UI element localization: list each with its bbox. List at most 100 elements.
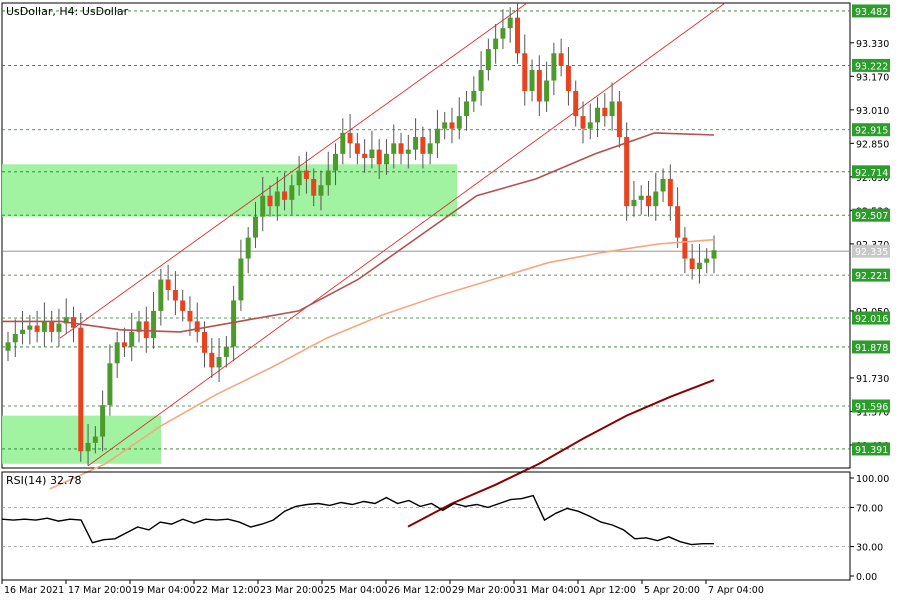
ma-mid-line: [49, 238, 715, 490]
rsi-indicator-pane: [1, 471, 851, 581]
date-tick-label: 25 Mar 04:00: [324, 585, 387, 596]
candle-bear: [209, 352, 215, 368]
current-price-label-bg: [852, 244, 890, 258]
axes-layer: 93.33093.17093.01092.85092.69092.53092.3…: [1, 4, 890, 596]
level-label: 92.221: [855, 271, 888, 282]
candle-bull: [158, 279, 164, 311]
candle-bull: [507, 17, 513, 29]
level-label: 93.482: [855, 7, 888, 18]
rsi-tick-label: 100.00: [856, 474, 889, 485]
price-tick-label: 93.170: [856, 72, 889, 83]
candle-bear: [602, 107, 608, 117]
candle-bear: [303, 170, 309, 179]
level-label-bg: [852, 311, 890, 325]
candle-bull: [551, 53, 557, 81]
level-label: 91.391: [855, 445, 888, 456]
candle-bear: [667, 178, 673, 207]
candle-bear: [536, 70, 542, 102]
candle-bull: [471, 90, 477, 102]
level-label-bg: [852, 208, 890, 222]
main-pane-border: [1, 2, 851, 469]
level-label: 92.507: [855, 211, 888, 222]
candle-bear: [121, 342, 127, 347]
candle-bear: [645, 195, 651, 207]
candle-bear: [180, 300, 186, 311]
candle-bear: [267, 195, 273, 207]
candle-bull: [638, 195, 644, 200]
candle-bull: [696, 262, 702, 270]
candle-bear: [165, 279, 171, 290]
candle-bull: [478, 70, 484, 91]
rsi-label: RSI(14) 32.78: [6, 474, 81, 487]
candle-bull: [12, 333, 18, 343]
channel-lower-line: [87, 2, 726, 467]
candle-bull: [711, 250, 717, 259]
candle-bull: [427, 143, 433, 154]
price-tick-label: 93.330: [856, 39, 889, 50]
level-label: 92.714: [855, 168, 888, 179]
candle-bull: [660, 178, 666, 192]
candle-bull: [107, 363, 113, 406]
date-tick-label: 26 Mar 12:00: [388, 585, 451, 596]
candle-bull: [151, 310, 157, 339]
candle-bear: [202, 331, 208, 353]
candle-bear: [522, 53, 528, 91]
candle-bear: [311, 178, 317, 196]
candle-bull: [485, 49, 491, 71]
candle-bull: [63, 317, 69, 324]
candle-bull: [493, 38, 499, 50]
date-tick-label: 29 Mar 20:00: [452, 585, 515, 596]
candle-bull: [100, 405, 106, 437]
candle-bear: [558, 53, 564, 66]
candle-bear: [689, 258, 695, 270]
candle-bull: [595, 107, 601, 123]
candle-bull: [587, 122, 593, 129]
candle-bull: [609, 101, 615, 117]
level-label: 92.915: [855, 126, 888, 137]
candle-bull: [631, 199, 637, 207]
candle-bear: [194, 321, 200, 332]
candle-bull: [369, 149, 375, 158]
date-tick-label: 31 Mar 04:00: [516, 585, 579, 596]
candle-bull: [325, 170, 331, 186]
candle-bear: [78, 327, 84, 452]
candle-bear: [347, 132, 353, 144]
candle-bull: [231, 300, 237, 347]
price-tick-label: 91.730: [856, 374, 889, 385]
candle-bull: [216, 356, 222, 368]
candle-bull: [405, 149, 411, 154]
current-price-label: 92.335: [855, 247, 888, 258]
candle-bear: [143, 321, 149, 339]
date-tick-label: 19 Mar 04:00: [132, 585, 195, 596]
price-tick-label: 91.570: [856, 407, 889, 418]
candle-bull: [136, 321, 142, 332]
candle-bull: [289, 185, 295, 200]
candle-bull: [318, 185, 324, 196]
candle-bull: [260, 195, 266, 217]
support-resistance-zone: [2, 164, 457, 217]
date-tick-label: 23 Mar 20:00: [260, 585, 323, 596]
date-tick-label: 16 Mar 2021: [4, 585, 64, 596]
candle-bull: [413, 137, 419, 150]
candle-bull: [223, 346, 229, 357]
candle-bull: [20, 329, 26, 334]
candle-bear: [573, 90, 579, 117]
level-label-bg: [852, 4, 890, 18]
candle-bear: [449, 122, 455, 129]
candle-bull: [5, 342, 11, 351]
candle-bear: [682, 237, 688, 259]
candle-bear: [580, 116, 586, 129]
candle-bear: [362, 153, 368, 158]
candle-bull: [464, 101, 470, 117]
level-label-bg: [852, 165, 890, 179]
rsi-tick-label: 30.00: [856, 543, 883, 554]
candle-bull: [653, 191, 659, 207]
level-label: 91.596: [855, 402, 888, 413]
level-label-bg: [852, 123, 890, 137]
level-label-bg: [852, 399, 890, 413]
candle-bull: [56, 323, 62, 332]
candle-bear: [616, 101, 622, 138]
main-price-pane: [1, 2, 851, 528]
